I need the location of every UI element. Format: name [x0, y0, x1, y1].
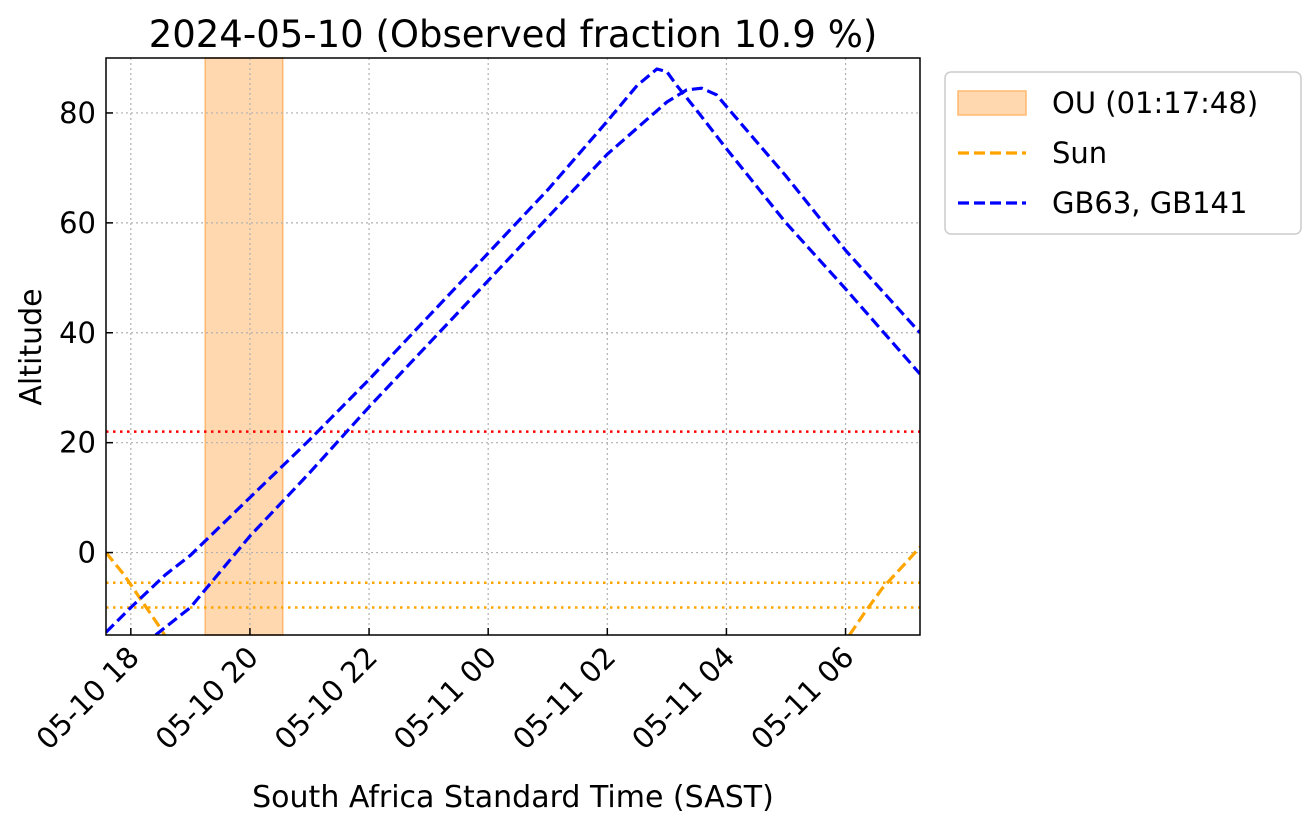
y-tick-label: 0 — [78, 536, 96, 570]
x-axis-label: South Africa Standard Time (SAST) — [252, 780, 774, 815]
plot-area — [106, 57, 920, 636]
legend-label: Sun — [1052, 136, 1107, 170]
legend: OU (01:17:48) Sun GB63, GB141 — [944, 71, 1302, 235]
y-tick-label: 20 — [59, 426, 96, 460]
y-tick-label: 60 — [59, 206, 96, 240]
series-line-sun — [848, 546, 920, 635]
y-axis-label: Altitude — [14, 288, 49, 405]
x-tick-label: 05-11 06 — [744, 640, 860, 756]
series-line-gb141 — [154, 86, 920, 635]
x-tick-label: 05-11 02 — [506, 640, 622, 756]
series-line-gb63 — [106, 67, 920, 634]
y-tick-label: 80 — [59, 96, 96, 130]
x-tick-label: 05-10 22 — [268, 640, 384, 756]
chart-title: 2024-05-10 (Observed fraction 10.9 %) — [149, 13, 878, 56]
x-tick-label: 05-10 20 — [149, 640, 265, 756]
x-tick-label: 05-10 18 — [30, 640, 146, 756]
legend-swatch — [957, 90, 1027, 116]
x-tick-label: 05-11 04 — [625, 640, 741, 756]
observation-window-span — [204, 57, 284, 636]
legend-box — [944, 71, 1302, 235]
x-tick-label: 05-11 00 — [387, 640, 503, 756]
legend-label: OU (01:17:48) — [1052, 86, 1258, 120]
legend-label: GB63, GB141 — [1052, 186, 1247, 220]
plot-frame — [105, 57, 921, 636]
y-tick-label: 40 — [59, 316, 96, 350]
series-line-sun — [106, 551, 166, 635]
